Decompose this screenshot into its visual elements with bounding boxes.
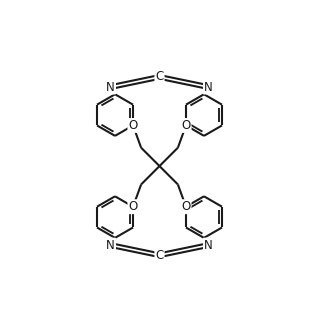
Text: O: O xyxy=(181,119,190,132)
Text: C: C xyxy=(155,249,164,262)
Text: N: N xyxy=(106,239,115,252)
Text: O: O xyxy=(181,200,190,213)
Text: O: O xyxy=(129,119,138,132)
Text: C: C xyxy=(155,71,164,83)
Text: N: N xyxy=(106,80,115,94)
Text: N: N xyxy=(204,80,213,94)
Text: N: N xyxy=(204,239,213,252)
Text: O: O xyxy=(129,200,138,213)
